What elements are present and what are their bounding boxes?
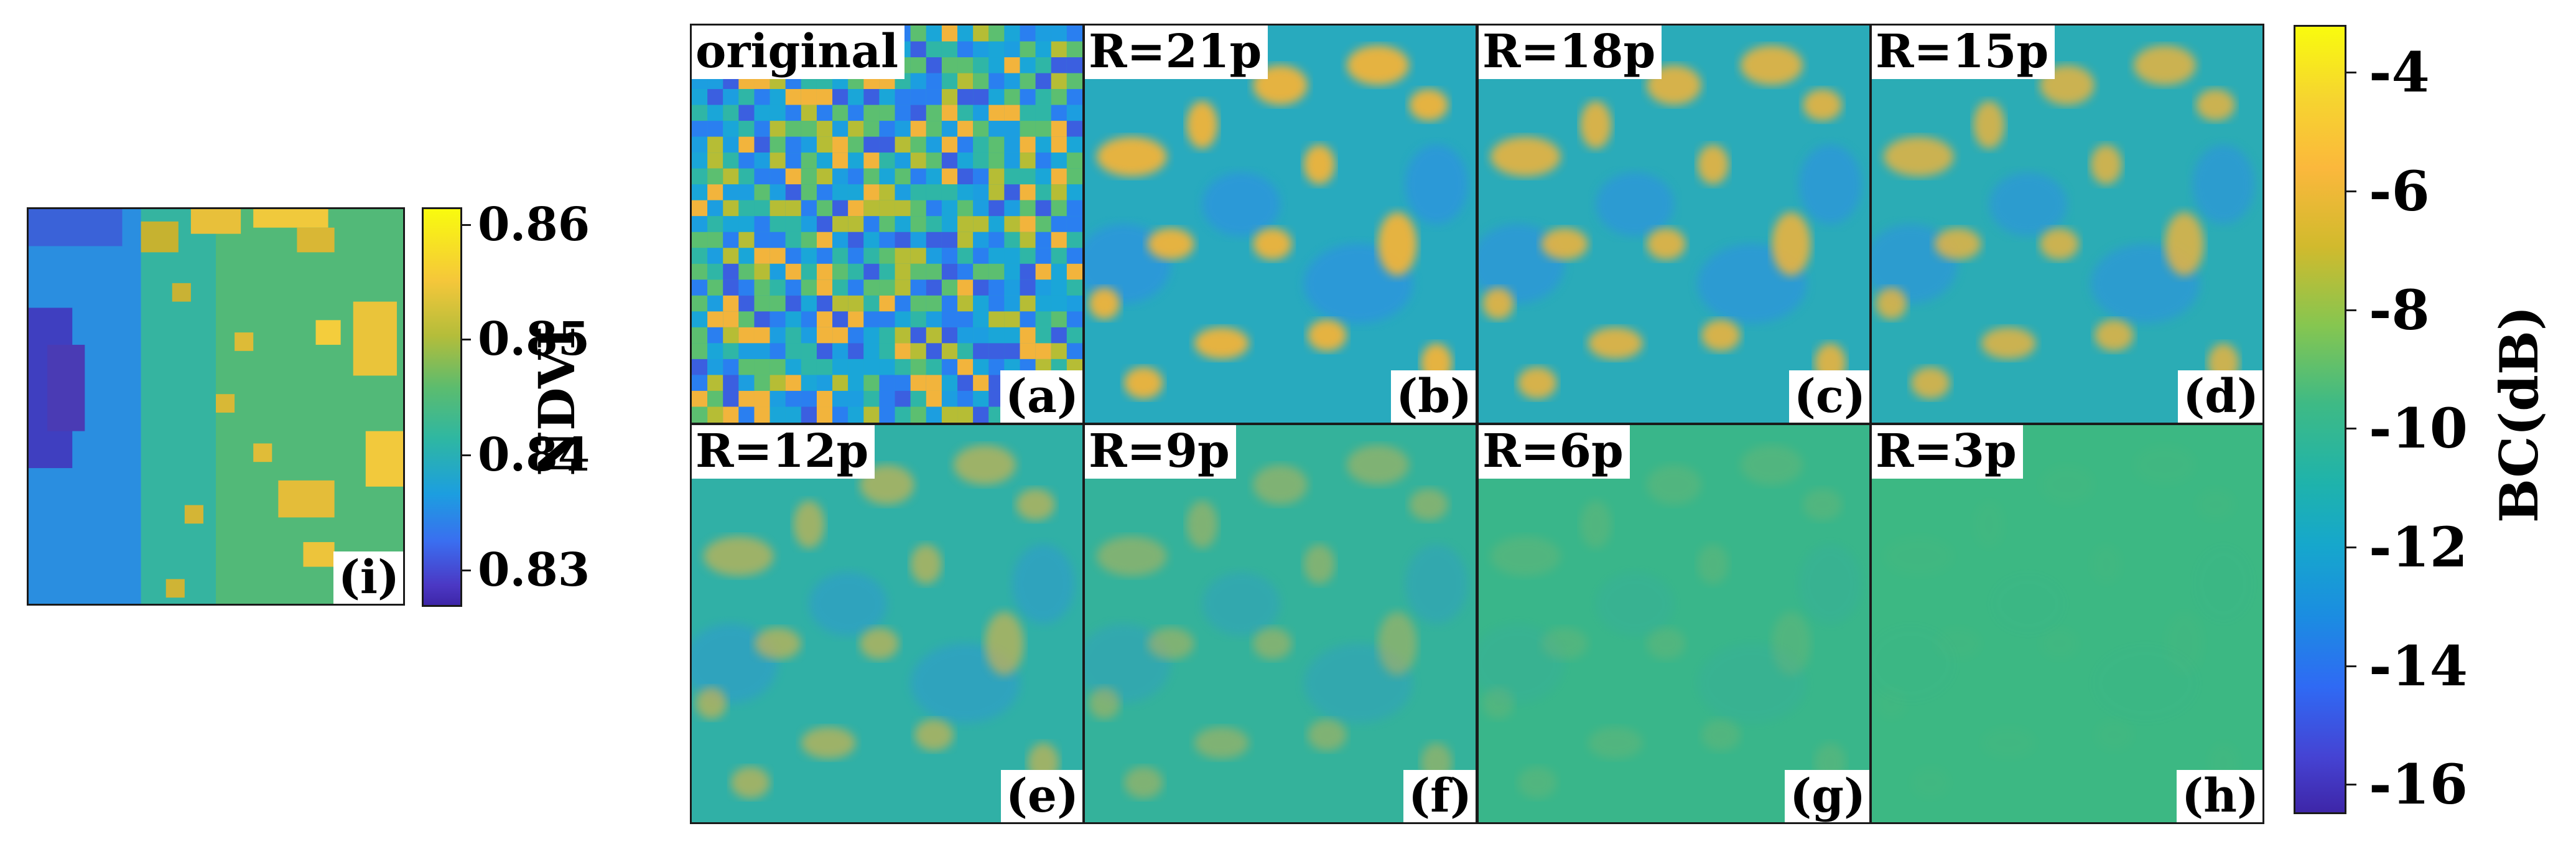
panel-letter-3: (c): [1788, 370, 1869, 423]
panel-title-7: R=6p: [1479, 425, 1630, 479]
panel-letter-8: (h): [2177, 770, 2262, 822]
panel-letter-7: (g): [1785, 770, 1869, 822]
bc-map-image-6: [1085, 425, 1476, 822]
panel-letter-6: (f): [1403, 770, 1476, 822]
bc-map-panel-7: R=6p (g): [1477, 423, 1871, 824]
bc-map-panel-4: R=15p (d): [1870, 24, 2264, 424]
panel-title-2: R=21p: [1085, 26, 1268, 79]
panel-title-4: R=15p: [1872, 26, 2055, 79]
bc-map-image-7: [1479, 425, 1869, 822]
bc-map-image-4: [1872, 26, 2262, 423]
bc-tick-3: -10: [2369, 396, 2468, 461]
bc-colorbar-label: BC(dB): [2488, 306, 2550, 523]
bc-map-panel-2: R=21p (b): [1083, 24, 1477, 424]
panel-letter-4: (d): [2178, 370, 2262, 423]
bc-map-image-8: [1872, 425, 2262, 822]
bc-map-image-2: [1085, 26, 1476, 423]
bc-tick-4: -12: [2369, 514, 2468, 579]
bc-map-image-1: [692, 26, 1082, 423]
bc-map-panel-5: R=12p (e): [690, 423, 1084, 824]
bc-tick-6: -16: [2369, 752, 2468, 817]
ndvi-map-image: [29, 209, 403, 604]
panel-letter-1: (a): [1000, 370, 1082, 423]
bc-map-panel-8: R=3p (h): [1870, 423, 2264, 824]
panel-title-3: R=18p: [1479, 26, 1662, 79]
ndvi-tick-1: 0.85: [478, 312, 590, 366]
bc-tick-2: -8: [2369, 277, 2430, 342]
ndvi-tick-2: 0.84: [478, 428, 590, 482]
bc-tick-1: -6: [2369, 158, 2430, 223]
panel-letter-2: (b): [1391, 370, 1476, 423]
bc-tick-0: -4: [2369, 40, 2430, 105]
bc-map-image-3: [1479, 26, 1869, 423]
bc-map-panel-6: R=9p (f): [1083, 423, 1477, 824]
ndvi-colorbar: [422, 207, 462, 607]
bc-map-panel-3: R=18p (c): [1477, 24, 1871, 424]
bc-colorbar: [2294, 25, 2346, 814]
bc-map-panel-1: original (a): [690, 24, 1084, 424]
bc-tick-5: -14: [2369, 633, 2468, 698]
panel-title-8: R=3p: [1872, 425, 2023, 479]
ndvi-colorbar-label: NDVI: [528, 326, 586, 476]
ndvi-tick-0: 0.86: [478, 198, 590, 251]
ndvi-map-panel: (i): [27, 207, 405, 606]
ndvi-tick-3: 0.83: [478, 543, 590, 597]
panel-letter-5: (e): [1000, 770, 1082, 822]
panel-title-6: R=9p: [1085, 425, 1236, 479]
panel-title-1: original: [692, 26, 905, 79]
panel-letter-i: (i): [333, 551, 403, 604]
bc-map-image-5: [692, 425, 1082, 822]
panel-title-5: R=12p: [692, 425, 875, 479]
